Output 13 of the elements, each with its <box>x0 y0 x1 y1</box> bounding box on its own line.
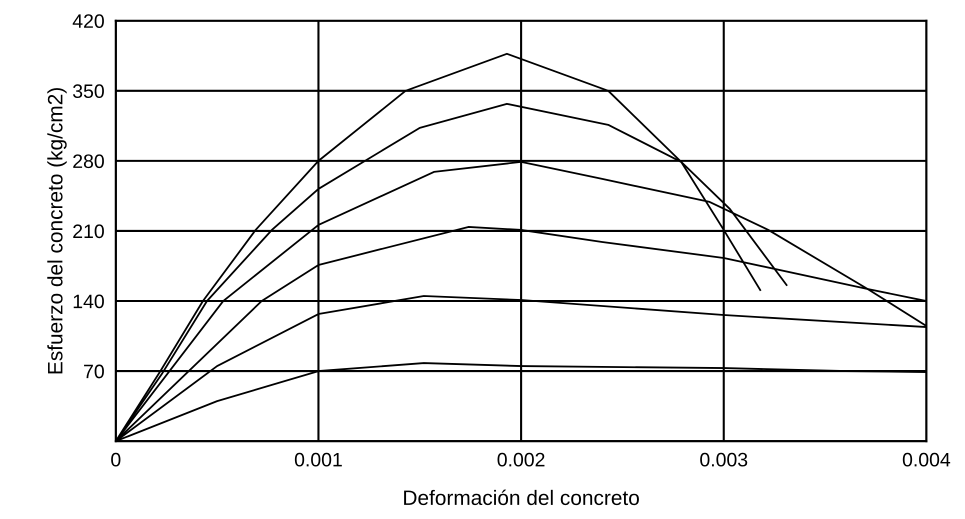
y-axis-title: Esfuerzo del concreto (kg/cm2) <box>47 88 67 374</box>
y-tick-label: 140 <box>74 294 104 308</box>
y-tick-label: 350 <box>72 84 104 98</box>
x-tick-label: 0 <box>111 452 120 467</box>
y-tick-label: 420 <box>72 14 104 28</box>
x-tick-label: 0.003 <box>700 452 748 467</box>
x-axis-title: Deformación del concreto <box>404 490 639 506</box>
y-tick-label: 70 <box>84 364 104 378</box>
x-tick-label: 0.004 <box>902 452 950 467</box>
y-tick-label: 280 <box>73 154 104 168</box>
y-tick-label: 210 <box>73 224 104 238</box>
x-tick-label: 0.002 <box>498 452 544 467</box>
x-tick-label: 0.001 <box>294 452 342 467</box>
